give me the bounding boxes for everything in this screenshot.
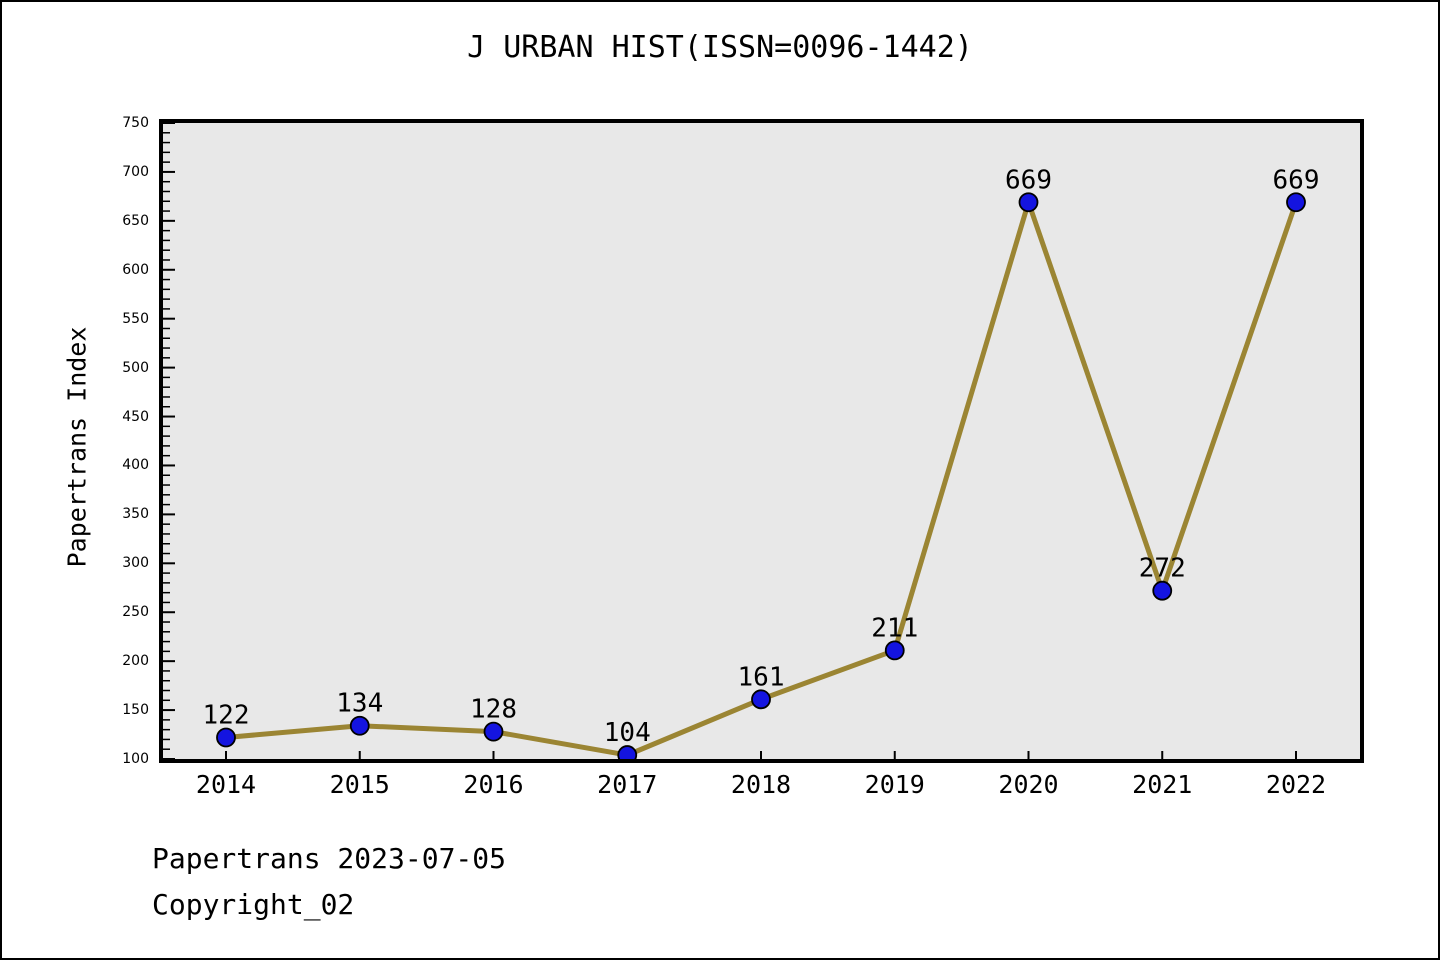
y-tick-label: 300	[122, 555, 149, 572]
y-tick-label: 150	[122, 702, 149, 719]
data-point-marker	[1018, 192, 1039, 213]
x-tick-label: 2019	[864, 770, 925, 799]
footer-date-text: Papertrans 2023-07-05	[152, 842, 507, 875]
x-tick-label: 2020	[998, 770, 1059, 799]
y-tick-label: 650	[122, 212, 149, 229]
point-value-label: 211	[871, 613, 918, 643]
y-tick-label: 500	[122, 359, 149, 376]
x-tick-label: 2018	[730, 770, 792, 799]
y-tick-label: 250	[122, 604, 149, 621]
y-tick-label: 400	[122, 457, 149, 474]
x-tick-label: 2015	[329, 770, 390, 799]
footer-copyright-text: Copyright_02	[152, 888, 355, 921]
point-value-label: 669	[1273, 165, 1320, 195]
y-tick-label: 100	[122, 751, 149, 767]
data-point-marker	[884, 640, 905, 661]
point-value-label: 122	[203, 700, 250, 730]
y-tick-label: 600	[122, 261, 149, 278]
x-tick-label: 2021	[1132, 770, 1193, 799]
data-point-marker	[349, 715, 370, 736]
x-tick-label: 2022	[1265, 770, 1327, 799]
y-axis-title: Papertrans Index	[62, 326, 92, 568]
data-point-marker	[751, 689, 771, 710]
point-value-label: 104	[604, 718, 651, 748]
data-point-marker	[216, 727, 236, 748]
y-tick-label: 700	[122, 163, 149, 180]
y-tick-label: 350	[122, 506, 149, 523]
point-value-label: 161	[738, 662, 785, 692]
point-value-label: 669	[1005, 165, 1052, 195]
point-value-label: 272	[1139, 554, 1186, 584]
data-point-marker	[1152, 580, 1173, 601]
chart-title: J URBAN HIST(ISSN=0096-1442)	[467, 30, 973, 65]
data-point-marker	[617, 745, 638, 759]
x-tick-label: 2017	[597, 770, 658, 799]
y-tick-label: 550	[122, 310, 149, 327]
y-tick-label: 750	[122, 115, 149, 131]
line-chart-svg: 122 134 128 104 161 211 669 272 669	[163, 123, 1320, 759]
point-value-label: 134	[336, 689, 383, 719]
y-tick-label: 200	[122, 653, 149, 670]
x-tick-label: 2016	[463, 770, 524, 799]
point-value-label: 128	[470, 695, 517, 725]
plot-area: 122 134 128 104 161 211 669 272 669	[159, 119, 1364, 763]
data-point-marker	[1286, 192, 1306, 213]
data-point-marker	[483, 721, 504, 742]
y-tick-label: 450	[122, 408, 149, 425]
x-tick-label: 2014	[195, 770, 257, 799]
